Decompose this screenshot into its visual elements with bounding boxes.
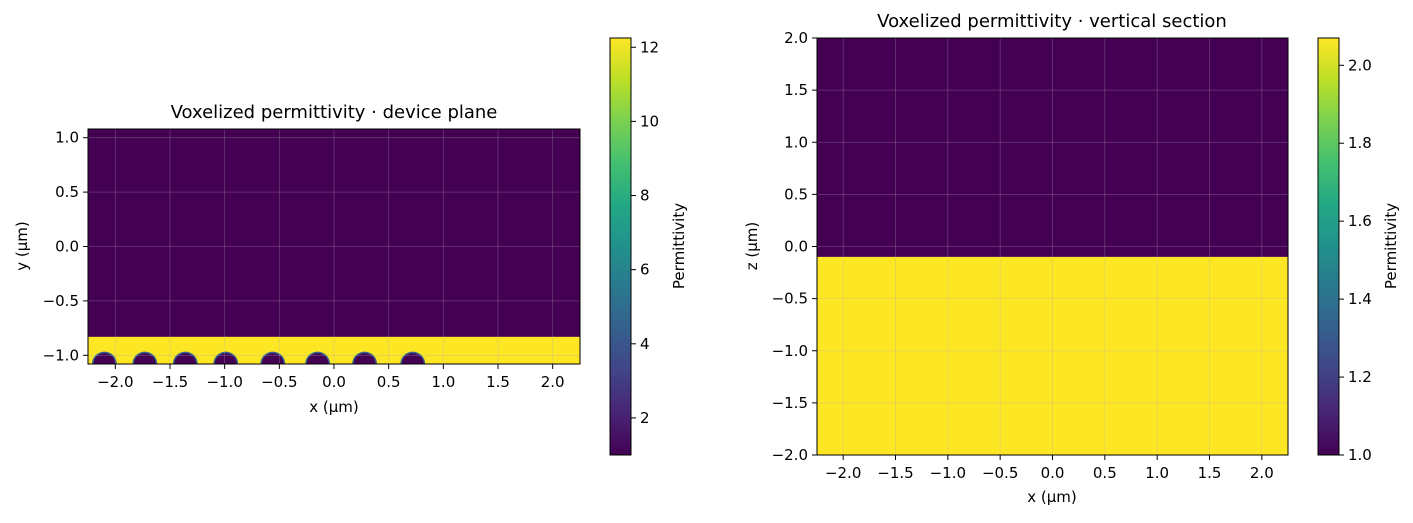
y-tick-label: 1.0	[784, 133, 808, 151]
colorbar-tick-label: 1.6	[1348, 212, 1372, 230]
x-tick-label: −2.0	[97, 373, 133, 391]
colorbar-tick-label: 4	[640, 335, 650, 353]
hemisphere	[306, 353, 329, 364]
x-tick-label: 0.0	[1041, 464, 1065, 482]
x-tick-label: 0.5	[377, 373, 401, 391]
colorbar-tick-label: 2.0	[1348, 56, 1372, 74]
y-tick-label: −1.0	[43, 346, 79, 364]
colorbar-tick-label: 8	[640, 187, 650, 205]
colorbar-tick-label: 12	[640, 38, 659, 56]
x-tick-label: −2.0	[825, 464, 861, 482]
x-tick-label: 1.0	[431, 373, 455, 391]
x-tick-label: −1.0	[206, 373, 242, 391]
device-plane-heatmap	[88, 129, 580, 364]
vertical-section-y-ticks: −2.0 −1.5 −1.0 −0.5 0.0 0.5 1.0 1.5 2.0	[772, 29, 817, 464]
device-plane-x-axis-label: x (µm)	[309, 398, 359, 416]
vertical-section-y-axis-label: z (µm)	[743, 222, 761, 271]
region-0	[817, 38, 1288, 257]
y-tick-label: −2.0	[772, 446, 808, 464]
y-tick-label: 0.5	[55, 183, 79, 201]
device-plane-colorbar	[609, 37, 632, 456]
device-plane-colorbar-label: Permittivity	[670, 203, 688, 289]
hemisphere	[133, 353, 156, 364]
vertical-section-panel: Voxelized permittivity · vertical sectio…	[743, 11, 1400, 506]
hemisphere	[93, 353, 116, 364]
vertical-section-title: Voxelized permittivity · vertical sectio…	[877, 11, 1227, 32]
region-1	[817, 256, 1288, 455]
device-plane-colorbar-ticks: 2 4 6 8 10 12	[631, 38, 659, 427]
hemisphere	[261, 353, 284, 364]
y-tick-label: 1.0	[55, 129, 79, 147]
y-tick-label: 1.5	[784, 81, 808, 99]
y-tick-label: 2.0	[784, 29, 808, 47]
x-tick-label: 2.0	[541, 373, 565, 391]
vertical-section-x-axis-label: x (µm)	[1027, 488, 1077, 506]
y-tick-label: 0.0	[784, 238, 808, 256]
y-tick-label: −1.5	[772, 394, 808, 412]
colorbar-tick-label: 2	[640, 409, 650, 427]
colorbar-tick-label: 1.4	[1348, 290, 1372, 308]
x-tick-label: 0.5	[1093, 464, 1117, 482]
background-region	[88, 129, 580, 364]
x-tick-label: 2.0	[1250, 464, 1274, 482]
colorbar-tick-label: 6	[640, 261, 650, 279]
vertical-section-colorbar	[1317, 37, 1340, 456]
y-tick-label: 0.0	[55, 238, 79, 256]
vertical-section-colorbar-label: Permittivity	[1382, 203, 1400, 289]
device-plane-y-ticks: −1.0 −0.5 0.0 0.5 1.0	[43, 129, 88, 364]
y-tick-label: −0.5	[772, 290, 808, 308]
x-tick-label: 1.5	[486, 373, 510, 391]
hemisphere	[174, 353, 197, 364]
hemisphere	[401, 353, 424, 364]
device-plane-y-axis-label: y (µm)	[13, 221, 31, 271]
x-tick-label: −0.5	[982, 464, 1018, 482]
colorbar-tick-label: 1.0	[1348, 446, 1372, 464]
vertical-section-colorbar-ticks: 1.0 1.2 1.4 1.6 1.8 2.0	[1339, 56, 1372, 464]
hemisphere	[353, 353, 376, 364]
colorbar-tick-label: 1.2	[1348, 368, 1372, 386]
slab-region	[88, 336, 580, 364]
device-plane-title: Voxelized permittivity · device plane	[171, 102, 498, 123]
vertical-section-x-ticks: −2.0 −1.5 −1.0 −0.5 0.0 0.5 1.0 1.5 2.0	[825, 455, 1274, 482]
hemisphere	[214, 353, 237, 364]
y-tick-label: 0.5	[784, 185, 808, 203]
device-plane-x-ticks: −2.0 −1.5 −1.0 −0.5 0.0 0.5 1.0 1.5 2.0	[97, 364, 565, 391]
x-tick-label: −0.5	[261, 373, 297, 391]
x-tick-label: −1.0	[930, 464, 966, 482]
y-tick-label: −0.5	[43, 292, 79, 310]
x-tick-label: 1.5	[1198, 464, 1222, 482]
x-tick-label: −1.5	[877, 464, 913, 482]
vertical-section-heatmap	[817, 38, 1288, 455]
x-tick-label: 0.0	[322, 373, 346, 391]
device-plane-panel: Voxelized permittivity · device plane −2…	[13, 37, 688, 456]
colorbar-tick-label: 1.8	[1348, 134, 1372, 152]
device-plane-grid	[88, 129, 580, 364]
colorbar-tick-label: 10	[640, 112, 659, 130]
x-tick-label: −1.5	[152, 373, 188, 391]
y-tick-label: −1.0	[772, 342, 808, 360]
x-tick-label: 1.0	[1145, 464, 1169, 482]
